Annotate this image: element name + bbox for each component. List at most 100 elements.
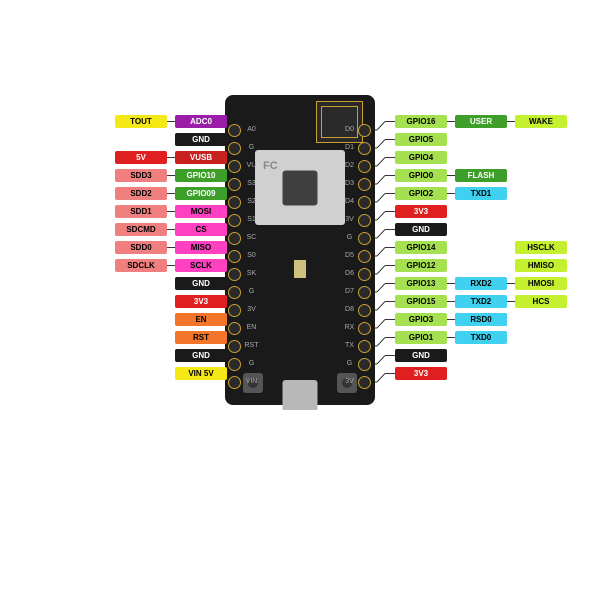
pinhole xyxy=(228,124,241,137)
pin-label: GPIO2 xyxy=(395,187,447,200)
silk-label: RX xyxy=(342,324,357,331)
pinhole xyxy=(228,358,241,371)
pinhole xyxy=(358,142,371,155)
pin-label: GPIO0 xyxy=(395,169,447,182)
pin-label: 3V3 xyxy=(395,205,447,218)
silk-label: D3 xyxy=(342,180,357,187)
pin-label: GPIO1 xyxy=(395,331,447,344)
silk-label: D2 xyxy=(342,162,357,169)
silk-label: S0 xyxy=(244,252,259,259)
pinhole xyxy=(358,232,371,245)
pin-label: GPIO09 xyxy=(175,187,227,200)
pin-label: 3V3 xyxy=(395,367,447,380)
pinhole xyxy=(358,358,371,371)
silk-label: S1 xyxy=(244,216,259,223)
silk-label: SK xyxy=(244,270,259,277)
silk-label: G xyxy=(342,360,357,367)
pin-label: GND xyxy=(395,349,447,362)
pin-label: GPIO15 xyxy=(395,295,447,308)
pin-label: GPIO5 xyxy=(395,133,447,146)
pin-label: GPIO10 xyxy=(175,169,227,182)
pin-label: GPIO12 xyxy=(395,259,447,272)
silk-label: G xyxy=(244,360,259,367)
pinhole xyxy=(358,178,371,191)
pinhole xyxy=(358,250,371,263)
pin-label: TXD0 xyxy=(455,331,507,344)
pin-label: GPIO4 xyxy=(395,151,447,164)
silk-label: S3 xyxy=(244,180,259,187)
left-pin-column xyxy=(228,124,242,389)
led-icon xyxy=(294,260,306,278)
silk-label: D1 xyxy=(342,144,357,151)
pin-label: TXD2 xyxy=(455,295,507,308)
pinhole xyxy=(228,304,241,317)
pinhole xyxy=(228,214,241,227)
pinhole xyxy=(228,196,241,209)
silk-label: D6 xyxy=(342,270,357,277)
silk-label: D4 xyxy=(342,198,357,205)
right-pin-column xyxy=(358,124,372,389)
silk-label: TX xyxy=(342,342,357,349)
silk-label: 3V xyxy=(342,216,357,223)
silk-label: EN xyxy=(244,324,259,331)
pin-label: GND xyxy=(395,223,447,236)
silk-label: A0 xyxy=(244,126,259,133)
pin-label: RST xyxy=(175,331,227,344)
pin-label: GPIO16 xyxy=(395,115,447,128)
pin-label: FLASH xyxy=(455,169,507,182)
pin-label: SDD0 xyxy=(115,241,167,254)
pin-label: TXD1 xyxy=(455,187,507,200)
pin-label: SDD1 xyxy=(115,205,167,218)
pin-label: VUSB xyxy=(175,151,227,164)
pinhole xyxy=(228,142,241,155)
pin-label: SCLK xyxy=(175,259,227,272)
pinhole xyxy=(228,376,241,389)
silk-label: D7 xyxy=(342,288,357,295)
pinhole xyxy=(358,124,371,137)
fc-logo: FC xyxy=(263,160,278,172)
mcu-board: FC xyxy=(225,95,375,405)
pin-label: MOSI xyxy=(175,205,227,218)
silk-label: D5 xyxy=(342,252,357,259)
silk-label: RST xyxy=(244,342,259,349)
pinhole xyxy=(228,232,241,245)
pin-label: USER xyxy=(455,115,507,128)
pin-label: VIN 5V xyxy=(175,367,227,380)
pinhole xyxy=(228,340,241,353)
pin-label: RXD2 xyxy=(455,277,507,290)
wifi-module: FC xyxy=(255,150,345,225)
silk-label: VU xyxy=(244,162,259,169)
pin-label: CS xyxy=(175,223,227,236)
pin-label: SDCLK xyxy=(115,259,167,272)
pin-label: SDD2 xyxy=(115,187,167,200)
pinhole xyxy=(358,376,371,389)
pinhole xyxy=(228,286,241,299)
pin-label: GND xyxy=(175,133,227,146)
pin-label: GPIO3 xyxy=(395,313,447,326)
pinhole xyxy=(358,286,371,299)
pin-label: ADC0 xyxy=(175,115,227,128)
pin-label: GND xyxy=(175,349,227,362)
pinhole xyxy=(358,304,371,317)
pin-label: GPIO13 xyxy=(395,277,447,290)
pinhole xyxy=(228,160,241,173)
pin-label: EN xyxy=(175,313,227,326)
pinhole xyxy=(228,178,241,191)
pinhole xyxy=(228,250,241,263)
silk-label: VIN xyxy=(244,378,259,385)
pin-label: 3V3 xyxy=(175,295,227,308)
silk-label: D8 xyxy=(342,306,357,313)
silk-label: 3V xyxy=(342,378,357,385)
pin-label: TOUT xyxy=(115,115,167,128)
pinhole xyxy=(358,214,371,227)
pin-label: GND xyxy=(175,277,227,290)
pin-label: WAKE xyxy=(515,115,567,128)
chip-die xyxy=(283,170,318,205)
pinhole xyxy=(228,268,241,281)
pin-label: 5V xyxy=(115,151,167,164)
pin-label: HMISO xyxy=(515,259,567,272)
usb-port-icon xyxy=(283,380,318,410)
pinhole xyxy=(358,340,371,353)
pinhole xyxy=(358,160,371,173)
silk-label: 3V xyxy=(244,306,259,313)
